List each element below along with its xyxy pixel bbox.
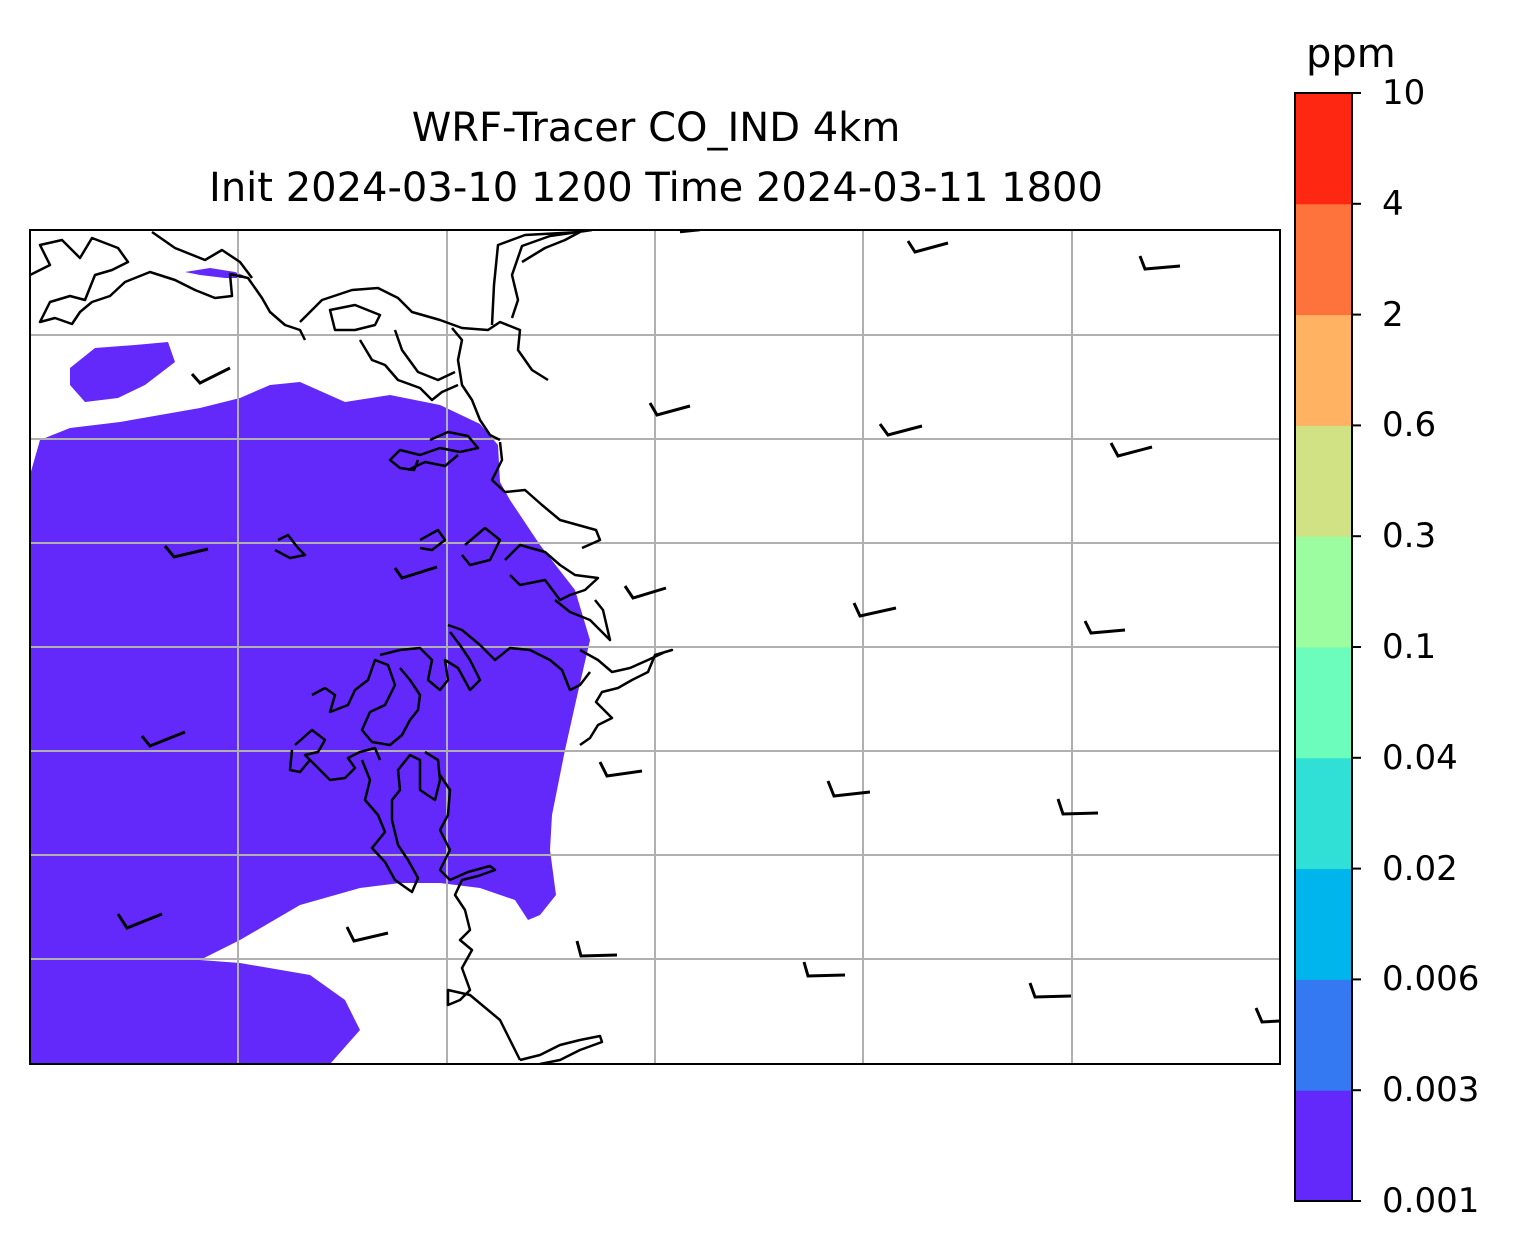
wind-barb: [140, 730, 186, 748]
wind-barb: [623, 585, 667, 600]
plume-main: [30, 382, 590, 1064]
colorbar-segment: [1295, 314, 1352, 426]
colorbar-tick-label: 0.04: [1382, 737, 1458, 778]
colorbar-tick-label: 0.6: [1382, 405, 1437, 446]
wind-barb: [1028, 982, 1072, 999]
colorbar-segment: [1295, 93, 1352, 205]
wind-barb: [826, 780, 871, 798]
colorbar-segment: [1295, 868, 1352, 980]
wind-barb: [1109, 442, 1153, 458]
wind-barb: [1083, 620, 1126, 635]
colorbar-segment: [1295, 979, 1352, 1091]
colorbar-tick-label: 0.001: [1382, 1181, 1480, 1221]
wind-barb: [906, 240, 949, 254]
tracer-plume: [30, 268, 590, 1064]
colorbar-segment: [1295, 1090, 1352, 1202]
colorbar-tick-label: 0.003: [1382, 1070, 1480, 1111]
map-subtitle: Init 2024-03-10 1200 Time 2024-03-11 180…: [209, 165, 1103, 211]
colorbar-tick-label: 0.02: [1382, 848, 1458, 889]
map-title: WRF-Tracer CO_IND 4km: [411, 105, 901, 151]
colorbar-segment: [1295, 425, 1352, 537]
colorbar-segment: [1295, 203, 1352, 316]
colorbar-tick-label: 2: [1382, 294, 1404, 335]
wind-barb: [1254, 1007, 1281, 1024]
wind-barb: [190, 366, 231, 385]
plume-blob: [70, 342, 175, 402]
map-frame: [29, 229, 1281, 1065]
colorbar-segment: [1295, 536, 1352, 648]
colorbar-tick-label: 0.3: [1382, 516, 1437, 557]
colorbar-tick-label: 4: [1382, 183, 1404, 224]
wind-barb: [345, 926, 389, 943]
wind-barb: [393, 565, 438, 580]
wind-barb: [1138, 255, 1181, 271]
wind-barb: [878, 423, 923, 437]
wind-barb: [163, 545, 209, 559]
map-gridlines: [30, 230, 1280, 1064]
wind-barb: [575, 940, 618, 958]
colorbar-tick-label: 0.006: [1382, 959, 1480, 1000]
colorbar: [1294, 92, 1361, 1202]
colorbar-segment: [1295, 647, 1352, 759]
wind-barb: [116, 912, 163, 930]
colorbar-unit-label: ppm: [1306, 31, 1396, 77]
wind-barbs: [116, 240, 1281, 1024]
colorbar-tick-label: 10: [1382, 73, 1426, 113]
wind-barb: [1056, 798, 1099, 816]
wind-barb: [648, 402, 691, 417]
coastlines: [30, 230, 701, 1064]
wind-barb: [802, 961, 846, 978]
wind-barb: [852, 602, 897, 618]
colorbar-tick-label: 0.1: [1382, 627, 1437, 667]
colorbar-segment: [1295, 757, 1352, 870]
wind-barb: [598, 761, 643, 778]
